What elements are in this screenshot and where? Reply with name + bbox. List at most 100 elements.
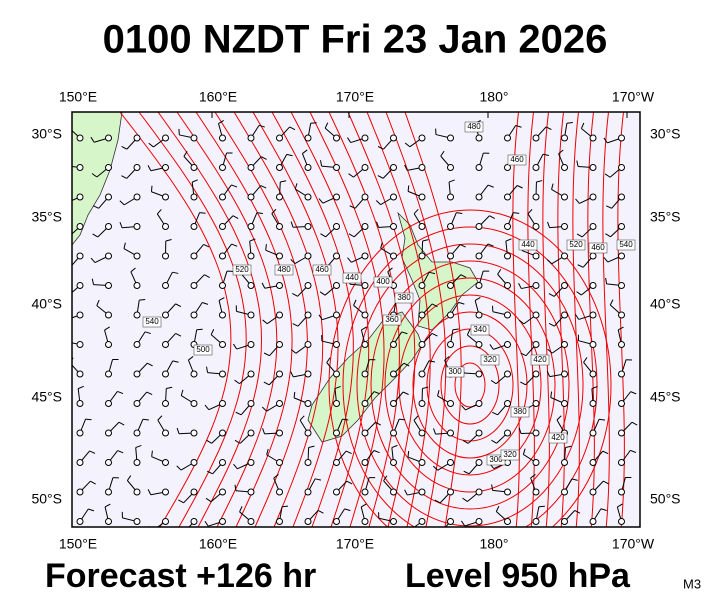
barb-station [418, 223, 426, 230]
wind-barb [603, 252, 625, 263]
barb-station [390, 400, 397, 407]
barb-station [447, 311, 454, 319]
wind-barb [93, 193, 112, 209]
barb-station [589, 341, 597, 348]
wind-barb [447, 301, 465, 319]
barb-flag [231, 184, 238, 188]
barb-station [333, 311, 340, 319]
contour-label-box [373, 276, 393, 288]
wind-barb [380, 242, 397, 260]
barb-flag [263, 381, 270, 386]
wind-barb [261, 400, 283, 412]
wind-barb [404, 134, 426, 148]
contour-label-box [232, 264, 252, 276]
wind-barb [235, 400, 255, 416]
wind-barb [447, 179, 455, 201]
wind-barb [547, 221, 568, 230]
wind-barb [247, 238, 256, 260]
wind-barb [390, 391, 409, 407]
barb-station [361, 282, 369, 289]
wind-barb [361, 477, 376, 496]
barb-station [333, 518, 340, 525]
barb-station [418, 193, 426, 201]
wind-barb [418, 239, 429, 260]
barb-station [504, 252, 511, 260]
barb-flag [530, 474, 536, 479]
barb-flag [205, 497, 212, 503]
wind-barb [247, 212, 263, 230]
contour-label-box [518, 239, 538, 251]
wind-barb [589, 508, 607, 525]
contour-label-box [312, 264, 332, 276]
barb-station [190, 429, 198, 437]
contour-line [138, 112, 247, 527]
barb-station [162, 341, 169, 348]
barb-flag [334, 385, 341, 390]
barb-flag [176, 465, 182, 471]
barb-flag [175, 333, 182, 337]
wind-barb [437, 390, 454, 407]
wind-barb [304, 122, 317, 142]
barb-station [304, 311, 312, 319]
barb-flag [431, 332, 438, 337]
barb-station [76, 518, 84, 525]
barb-flag [404, 142, 411, 148]
barb-flag [375, 421, 381, 426]
barb-flag [551, 183, 554, 190]
barb-flag [260, 185, 267, 189]
barb-station [618, 134, 625, 142]
contour-line [356, 243, 584, 527]
contour-line [271, 112, 354, 527]
wind-barb [618, 449, 637, 466]
barb-flag [234, 484, 237, 491]
barb-flag [91, 173, 98, 178]
barb-flag [183, 151, 188, 157]
barb-flag [265, 244, 267, 251]
barb-flag [204, 404, 210, 411]
barb-flag [319, 291, 326, 296]
wind-barb [190, 302, 209, 319]
wind-barb [147, 488, 169, 496]
barb-flag [204, 274, 210, 278]
wind-barb [347, 252, 369, 263]
barb-flag [157, 415, 163, 421]
wind-barb [333, 480, 353, 496]
barb-flag [518, 319, 525, 325]
wind-barb [266, 448, 283, 466]
barb-station [247, 400, 255, 407]
contour-line [328, 209, 612, 527]
barb-station [76, 134, 84, 142]
barb-station [105, 252, 112, 260]
barb-flag [117, 390, 124, 395]
barb-station [589, 488, 597, 496]
wind-barb [432, 459, 454, 471]
wind-barb [104, 503, 112, 525]
wind-barb [333, 508, 351, 525]
wind-barb [294, 183, 312, 201]
barb-station [76, 282, 84, 289]
barb-station [105, 400, 112, 407]
barb-flag [565, 445, 572, 449]
wind-barb [92, 223, 112, 238]
contour-label-box [530, 354, 550, 366]
barb-station [532, 488, 540, 496]
barb-flag [172, 271, 179, 274]
wind-barb [603, 134, 625, 144]
barb-station [276, 223, 283, 230]
barb-flag [203, 244, 210, 248]
contour-label: 460 [591, 243, 605, 252]
barb-station [247, 311, 255, 319]
barb-station [276, 370, 283, 378]
barb-station [333, 164, 340, 171]
contour-label: 480 [467, 122, 481, 131]
wind-barb [434, 488, 454, 504]
wind-barb [133, 391, 153, 407]
barb-station [618, 252, 625, 260]
barb-station [76, 164, 84, 171]
wind-barb [206, 366, 226, 378]
wind-barb [318, 311, 340, 321]
wind-barb [466, 329, 483, 348]
barb-station [219, 223, 226, 230]
barb-flag [294, 183, 298, 190]
wind-barb [187, 356, 198, 378]
